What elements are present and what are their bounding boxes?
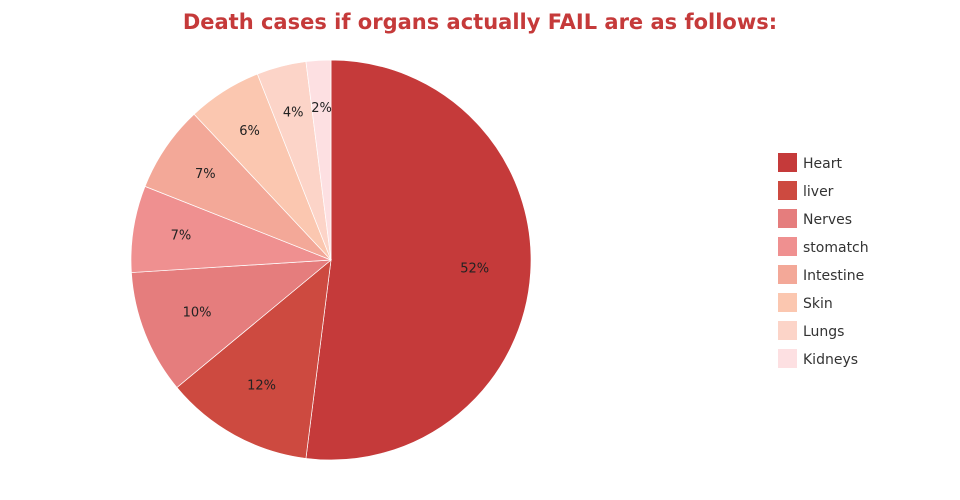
legend-label: Lungs [803,323,845,340]
pie-slice-liver[interactable] [176,259,332,459]
slice-label-kidneys: 2% [311,101,332,116]
chart-title: Death cases if organs actually FAIL are … [182,10,778,34]
legend-item-kidneys[interactable]: Kidneys [778,344,869,372]
pie-slice-kidneys[interactable] [305,59,332,261]
legend-label: Kidneys [803,351,859,368]
pie-slice-heart[interactable] [305,59,532,461]
legend-item-stomatch[interactable]: stomatch [778,232,869,260]
legend-swatch-nerves [778,208,797,228]
legend-item-heart[interactable]: Heart [778,148,869,176]
legend: Heart liver Nerves stomatch Intestine Skin Lun… [778,148,869,372]
legend-swatch-liver [778,180,797,200]
legend-label: Nerves [803,211,853,228]
legend-label: Heart [803,155,842,172]
legend-item-lungs[interactable]: Lungs [778,316,869,344]
legend-label: stomatch [803,239,869,256]
slice-label-intestine: 7% [195,167,216,182]
slice-label-stomatch: 7% [171,229,192,244]
legend-item-nerves[interactable]: Nerves [778,204,869,232]
legend-item-liver[interactable]: liver [778,176,869,204]
legend-swatch-kidneys [778,348,797,368]
slice-label-lungs: 4% [283,105,304,120]
legend-swatch-heart [778,152,797,172]
legend-swatch-lungs [778,320,797,340]
slice-label-nerves: 10% [183,306,212,321]
slice-label-heart: 52% [460,262,489,277]
legend-label: Skin [803,295,833,312]
slice-label-liver: 12% [247,379,276,394]
legend-swatch-stomatch [778,236,797,256]
legend-label: Intestine [803,267,865,284]
legend-swatch-skin [778,292,797,312]
legend-label: liver [803,183,834,200]
legend-item-intestine[interactable]: Intestine [778,260,869,288]
pie-slice-nerves[interactable] [131,259,333,388]
legend-swatch-intestine [778,264,797,284]
legend-item-skin[interactable]: Skin [778,288,869,316]
slice-label-skin: 6% [239,124,260,139]
